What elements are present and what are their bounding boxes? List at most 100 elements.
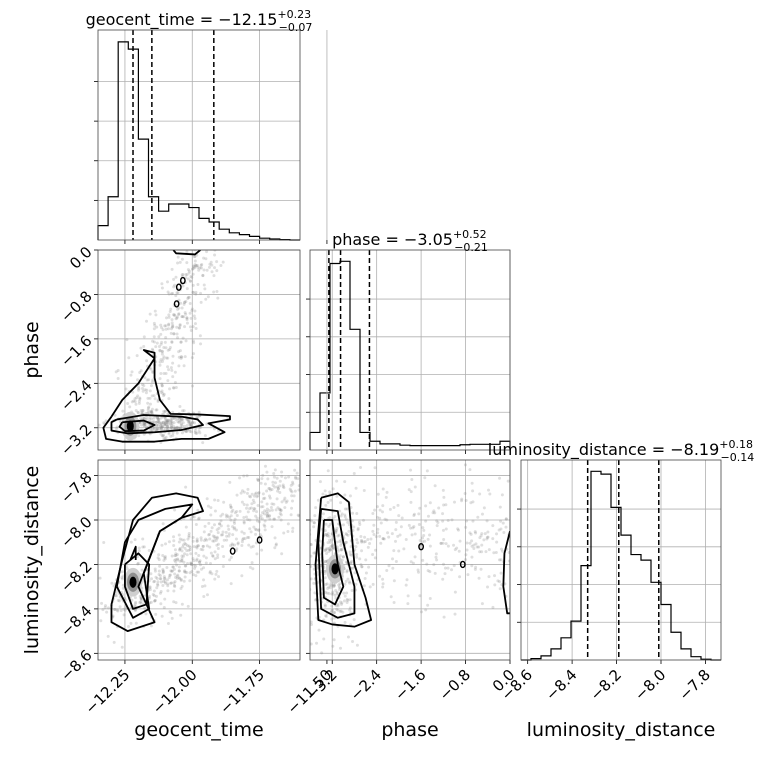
sample-point bbox=[106, 634, 110, 638]
sample-point bbox=[203, 584, 207, 588]
sample-point bbox=[252, 500, 256, 504]
sample-point bbox=[139, 409, 143, 413]
sample-point bbox=[286, 522, 290, 526]
sample-point bbox=[426, 569, 430, 573]
sample-point bbox=[172, 332, 176, 336]
sample-point bbox=[181, 417, 185, 421]
sample-point bbox=[336, 608, 340, 612]
sample-point bbox=[170, 292, 174, 296]
sample-point bbox=[169, 423, 173, 427]
sample-point bbox=[328, 516, 332, 520]
sample-point bbox=[176, 291, 180, 295]
sample-point bbox=[499, 547, 503, 551]
sample-point bbox=[418, 594, 422, 598]
sample-point bbox=[205, 538, 209, 542]
sample-point bbox=[339, 539, 343, 543]
sample-point bbox=[202, 256, 206, 260]
sample-point bbox=[195, 263, 199, 267]
sample-point bbox=[324, 548, 328, 552]
sample-point bbox=[195, 545, 199, 549]
sample-point bbox=[246, 518, 250, 522]
sample-point bbox=[285, 499, 289, 503]
sample-point bbox=[493, 583, 497, 587]
sample-point bbox=[422, 534, 426, 538]
sample-point bbox=[194, 264, 198, 268]
sample-point bbox=[178, 419, 182, 423]
sample-point bbox=[165, 425, 169, 429]
sample-point bbox=[378, 516, 382, 520]
contour-inner bbox=[110, 414, 204, 435]
sample-point bbox=[433, 484, 437, 488]
sample-point bbox=[471, 519, 475, 523]
sample-point bbox=[426, 537, 430, 541]
sample-point bbox=[312, 521, 316, 525]
sample-point bbox=[158, 363, 162, 367]
sample-point bbox=[154, 612, 158, 616]
sample-point bbox=[378, 534, 382, 538]
sample-point bbox=[177, 540, 181, 544]
sample-point bbox=[145, 359, 149, 363]
sample-point bbox=[324, 560, 328, 564]
sample-point bbox=[261, 492, 265, 496]
sample-point bbox=[289, 489, 293, 493]
sample-point bbox=[387, 564, 391, 568]
sample-point bbox=[452, 543, 456, 547]
sample-point bbox=[138, 396, 142, 400]
sample-point bbox=[224, 513, 228, 517]
sample-point bbox=[278, 507, 282, 511]
sample-point bbox=[149, 410, 153, 414]
sample-point bbox=[166, 348, 170, 352]
sample-point bbox=[155, 428, 159, 432]
sample-point bbox=[121, 586, 125, 590]
sample-point bbox=[179, 425, 183, 429]
sample-point bbox=[133, 596, 137, 600]
sample-point bbox=[141, 408, 145, 412]
sample-point bbox=[154, 313, 158, 317]
sample-point bbox=[265, 514, 269, 518]
sample-point bbox=[202, 530, 206, 534]
sample-point bbox=[411, 561, 415, 565]
sample-point bbox=[478, 550, 482, 554]
sample-point bbox=[116, 598, 120, 602]
sample-point bbox=[195, 546, 199, 550]
sample-point bbox=[212, 274, 216, 278]
sample-point bbox=[205, 268, 209, 272]
sample-point bbox=[187, 535, 191, 539]
sample-point bbox=[157, 569, 161, 573]
sample-point bbox=[139, 596, 143, 600]
sample-point bbox=[195, 539, 199, 543]
sample-point bbox=[191, 267, 195, 271]
sample-point bbox=[349, 561, 353, 565]
sample-point bbox=[317, 628, 321, 632]
sample-point bbox=[225, 538, 229, 542]
sample-point bbox=[174, 575, 178, 579]
sample-point bbox=[155, 408, 159, 412]
contour-top_band bbox=[172, 250, 201, 256]
sample-point bbox=[202, 268, 206, 272]
sample-point bbox=[350, 588, 354, 592]
sample-point bbox=[493, 574, 497, 578]
sample-point bbox=[136, 394, 140, 398]
sample-point bbox=[342, 591, 346, 595]
sample-point bbox=[191, 267, 195, 271]
sample-point bbox=[170, 340, 174, 344]
sample-point bbox=[213, 253, 217, 257]
sample-point bbox=[172, 277, 176, 281]
sample-point bbox=[339, 543, 343, 547]
sample-point bbox=[265, 515, 269, 519]
sample-point bbox=[192, 265, 196, 269]
sample-point bbox=[177, 350, 181, 354]
sample-point bbox=[295, 471, 299, 475]
sample-point bbox=[219, 519, 223, 523]
sample-point bbox=[366, 538, 370, 542]
sample-point bbox=[171, 323, 175, 327]
sample-point bbox=[225, 515, 229, 519]
sample-point bbox=[232, 519, 236, 523]
sample-point bbox=[208, 532, 212, 536]
sample-point bbox=[210, 572, 214, 576]
sample-point bbox=[256, 478, 260, 482]
y-axis-label-phase: phase bbox=[21, 321, 43, 378]
sample-point bbox=[255, 552, 259, 556]
sample-point bbox=[363, 540, 367, 544]
sample-point bbox=[156, 423, 160, 427]
